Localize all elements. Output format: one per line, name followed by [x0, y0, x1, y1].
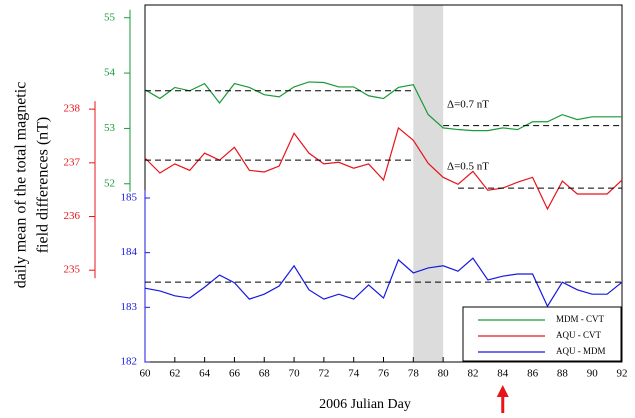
- shaded-span: [413, 5, 444, 362]
- x-tick-label: 60: [140, 368, 152, 380]
- x-tick-label: 80: [438, 368, 450, 380]
- x-tick-label: 72: [318, 368, 329, 380]
- y-axis-label: field differences (nT): [35, 117, 52, 254]
- series-line: [144, 81, 622, 132]
- x-tick-label: 70: [289, 368, 301, 380]
- legend-label: AQU - CVT: [556, 330, 601, 340]
- legend-label: AQU - MDM: [556, 346, 606, 356]
- x-tick-label: 82: [467, 368, 478, 380]
- x-tick-label: 88: [557, 368, 569, 380]
- x-tick-label: 76: [378, 368, 390, 380]
- x-tick-label: 62: [169, 368, 180, 380]
- y-tick-label: 55: [104, 11, 116, 23]
- series-line: [144, 126, 623, 211]
- y-tick-label: 52: [104, 177, 115, 189]
- y-tick-label: 235: [64, 264, 81, 276]
- x-tick-label: 64: [199, 368, 211, 380]
- annotation: Δ=0.5 nT: [447, 161, 489, 173]
- arrow-head: [496, 385, 509, 397]
- series-line: [144, 257, 623, 308]
- x-tick-label: 86: [527, 368, 539, 380]
- x-tick-label: 84: [497, 368, 509, 380]
- y-tick-label: 183: [121, 301, 138, 313]
- y-tick-label: 237: [64, 156, 81, 168]
- y-tick-label: 53: [104, 122, 116, 134]
- x-tick-label: 68: [259, 368, 271, 380]
- x-axis-label: 2006 Julian Day: [319, 397, 411, 412]
- x-tick-label: 78: [408, 368, 420, 380]
- y-tick-label: 236: [64, 210, 81, 222]
- y-axis-label: daily mean of the total magnetic: [13, 82, 30, 289]
- y-tick-label: 185: [121, 192, 138, 204]
- x-tick-label: 74: [348, 368, 360, 380]
- legend-label: MDM - CVT: [556, 314, 605, 324]
- y-tick-label: 184: [121, 246, 138, 258]
- y-tick-label: 182: [121, 356, 138, 368]
- y-tick-label: 54: [104, 67, 116, 79]
- y-tick-label: 238: [64, 103, 81, 115]
- x-tick-label: 90: [587, 368, 599, 380]
- annotation: Δ=0.7 nT: [447, 99, 489, 111]
- x-tick-label: 66: [229, 368, 241, 380]
- x-tick-label: 92: [617, 368, 628, 380]
